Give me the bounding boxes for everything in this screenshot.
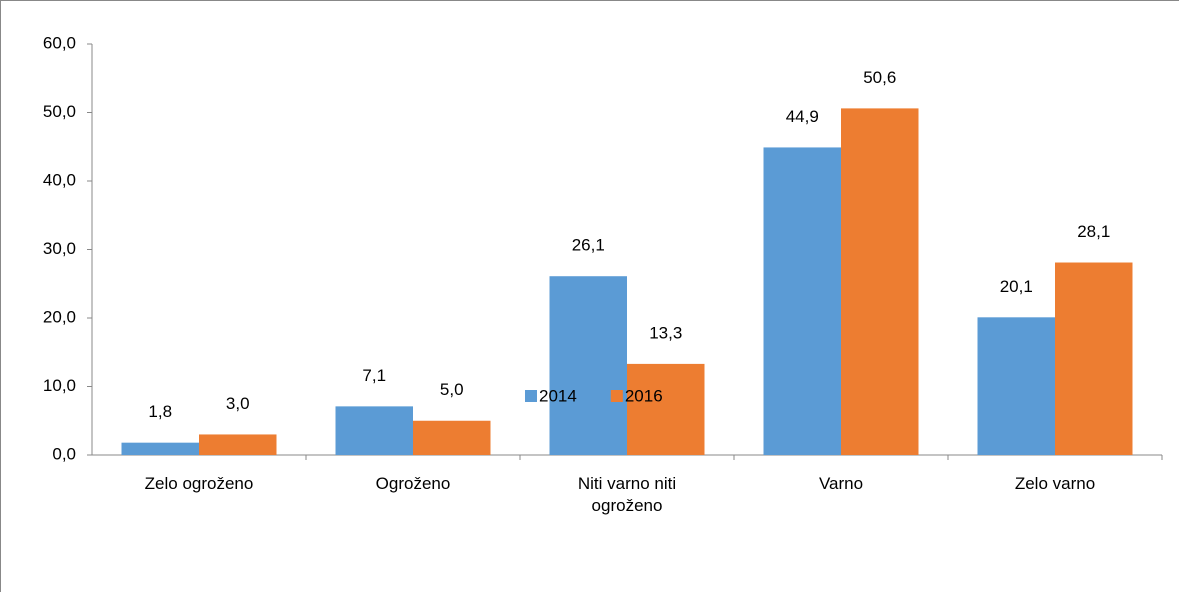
data-label: 7,1 <box>362 366 386 385</box>
y-tick-label: 40,0 <box>43 170 76 189</box>
data-label: 13,3 <box>649 323 682 342</box>
bar <box>549 276 627 455</box>
bar <box>763 147 841 455</box>
y-tick-label: 30,0 <box>43 239 76 258</box>
bar <box>1055 262 1133 455</box>
legend-swatch <box>610 390 623 402</box>
y-tick-label: 20,0 <box>43 307 76 326</box>
x-tick-label: Zelo ogroženo <box>144 474 254 493</box>
data-label: 44,9 <box>786 107 819 126</box>
y-tick-label: 10,0 <box>43 376 76 395</box>
y-tick-label: 60,0 <box>43 33 76 52</box>
bar <box>841 108 919 455</box>
bar <box>977 317 1055 455</box>
data-label: 50,6 <box>863 68 896 87</box>
y-tick-label: 0,0 <box>52 444 76 463</box>
legend-label: 2014 <box>539 386 577 405</box>
x-tick-label: Varno <box>818 474 864 493</box>
data-label: 3,0 <box>226 394 250 413</box>
legend-label: 2016 <box>625 386 663 405</box>
data-label: 26,1 <box>572 236 605 255</box>
bar <box>335 406 413 455</box>
legend-swatch <box>525 390 537 402</box>
x-tick-label: Zelo varno <box>1014 474 1096 493</box>
bar <box>413 420 491 455</box>
data-label: 28,1 <box>1077 222 1110 241</box>
bar <box>199 434 277 455</box>
x-tick-label: Niti varno niti ogroženo <box>577 474 677 515</box>
y-tick-label: 50,0 <box>43 102 76 121</box>
x-tick-label: Ogroženo <box>375 474 451 493</box>
data-label: 1,8 <box>148 402 172 421</box>
bar <box>627 363 705 455</box>
bar <box>121 442 199 455</box>
data-label: 20,1 <box>1000 277 1033 296</box>
data-label: 5,0 <box>440 380 464 399</box>
